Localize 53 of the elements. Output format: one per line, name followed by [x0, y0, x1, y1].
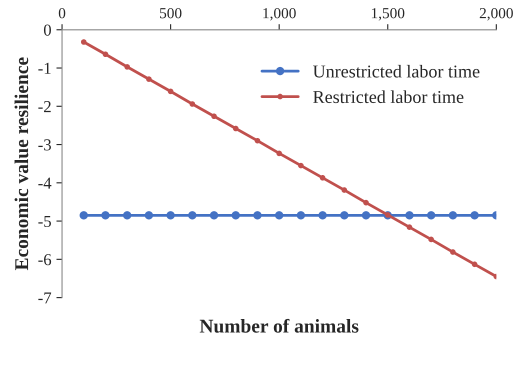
point	[254, 138, 260, 144]
x-axis-title: Number of animals	[200, 318, 358, 333]
point	[211, 113, 217, 120]
x-tick-label: 500	[160, 8, 182, 18]
point	[253, 211, 262, 220]
y-tick-label: -5	[38, 216, 51, 228]
y-tick-label: -6	[38, 254, 52, 266]
point	[144, 211, 154, 220]
point	[470, 211, 479, 220]
x-tick-label: 1,000	[263, 8, 296, 21]
y-tick-label: 0	[44, 24, 51, 36]
point	[298, 162, 304, 168]
point	[406, 224, 412, 230]
point	[190, 101, 196, 107]
point	[472, 262, 478, 268]
point	[232, 126, 239, 132]
y-tick-label: -2	[38, 101, 51, 112]
point	[342, 187, 348, 193]
point	[188, 211, 196, 220]
point	[318, 211, 327, 220]
point	[405, 211, 414, 220]
point	[276, 150, 282, 156]
point	[166, 211, 175, 220]
point	[123, 211, 132, 220]
legend-label: Unrestricted labor time	[312, 64, 480, 78]
y-tick-label: -7	[38, 292, 52, 304]
point	[80, 39, 87, 45]
point	[102, 51, 108, 58]
point	[210, 211, 218, 220]
point	[232, 211, 240, 220]
point	[296, 211, 306, 220]
y-tick-label: -1	[38, 62, 51, 74]
point	[168, 88, 174, 94]
y-axis-title: Economic value resilience	[14, 57, 28, 270]
point	[101, 211, 110, 220]
point	[146, 76, 152, 82]
point	[448, 211, 458, 220]
y-tick-label: -3	[38, 139, 51, 150]
point	[80, 211, 88, 220]
y-tick-label: -4	[38, 178, 52, 189]
point	[320, 175, 326, 181]
point	[427, 211, 436, 220]
x-tick-label: 0	[58, 8, 66, 18]
legend-label: Restricted labor time	[313, 90, 464, 104]
point	[124, 64, 130, 70]
x-tick-label: 1,500	[372, 8, 404, 21]
point	[340, 211, 348, 220]
point	[362, 211, 370, 220]
point	[275, 211, 284, 220]
point	[428, 236, 434, 242]
point	[363, 200, 369, 206]
point	[450, 249, 456, 255]
x-tick-label: 2,000	[480, 8, 513, 21]
